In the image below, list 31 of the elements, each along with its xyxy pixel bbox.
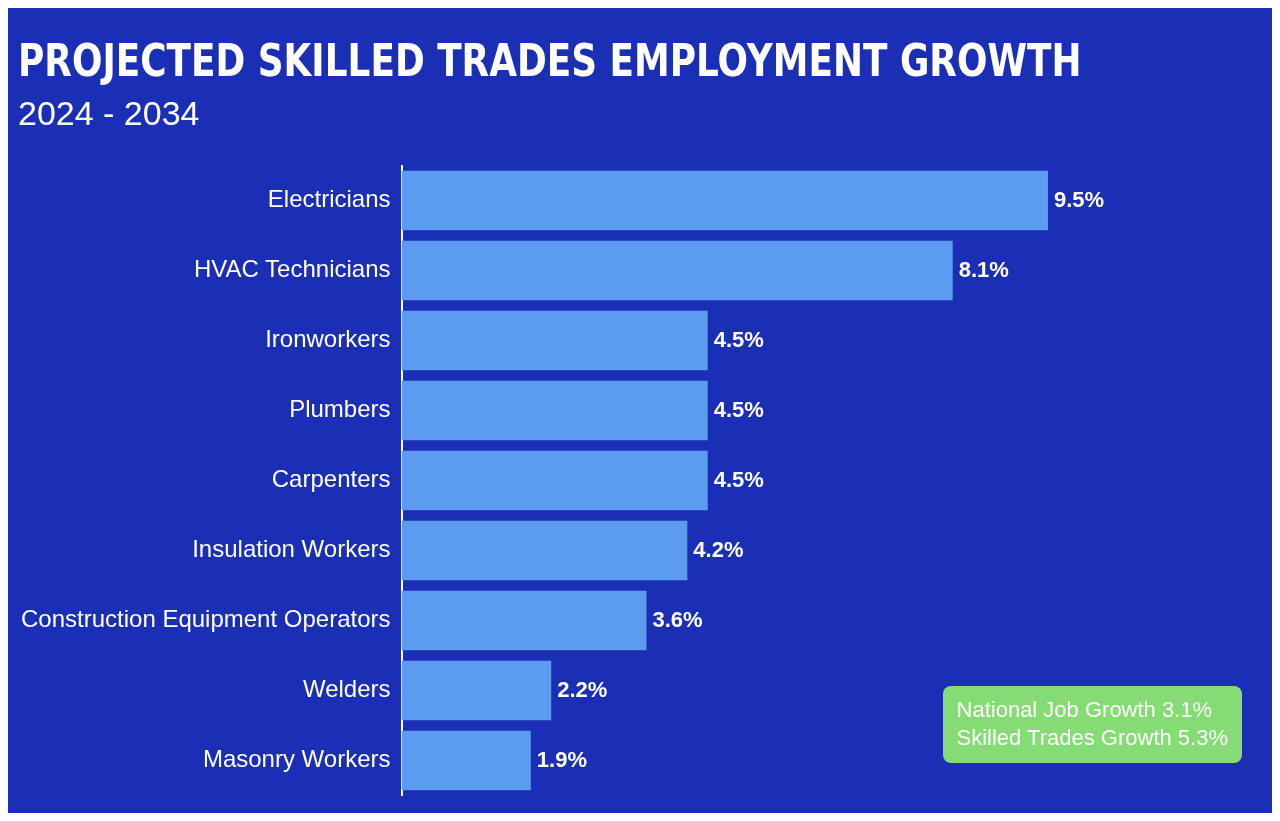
y-tick-label: Plumbers [289, 395, 391, 423]
y-tick-label: Masonry Workers [202, 745, 391, 773]
annotation: Skilled Trades Growth 5.3% [956, 724, 1228, 753]
bar [401, 450, 708, 511]
data-label: 4.5% [713, 466, 764, 492]
data-label: 2.2% [557, 676, 608, 702]
bar [401, 660, 552, 721]
y-tick-label: HVAC Technicians [193, 255, 391, 283]
bar [401, 240, 953, 301]
bar [401, 590, 647, 651]
data-label: 9.5% [1053, 186, 1105, 212]
bar [401, 520, 688, 581]
y-tick-label: Ironworkers [265, 325, 391, 353]
bar [401, 730, 531, 791]
data-label: 8.1% [958, 256, 1009, 282]
y-tick-label: Carpenters [271, 465, 391, 493]
data-label: 1.9% [536, 746, 587, 772]
data-label: 4.2% [693, 536, 744, 562]
y-tick-label: Welders [302, 675, 391, 703]
annotation: National Job Growth 3.1% [956, 695, 1214, 724]
data-label: 3.6% [652, 606, 703, 632]
data-label: 4.5% [713, 326, 764, 352]
data-label: 4.5% [713, 396, 764, 422]
chart-title: PROJECTED SKILLED TRADES EMPLOYMENT GROWTH [18, 35, 1082, 86]
y-tick-label: Insulation Workers [192, 535, 391, 563]
y-tick-label: Construction Equipment Operators [21, 605, 391, 633]
bar [401, 310, 708, 371]
bar [401, 380, 708, 441]
y-tick-label: Electricians [267, 185, 391, 213]
text: 2024 - 2034 [18, 93, 200, 132]
bar [401, 170, 1048, 231]
